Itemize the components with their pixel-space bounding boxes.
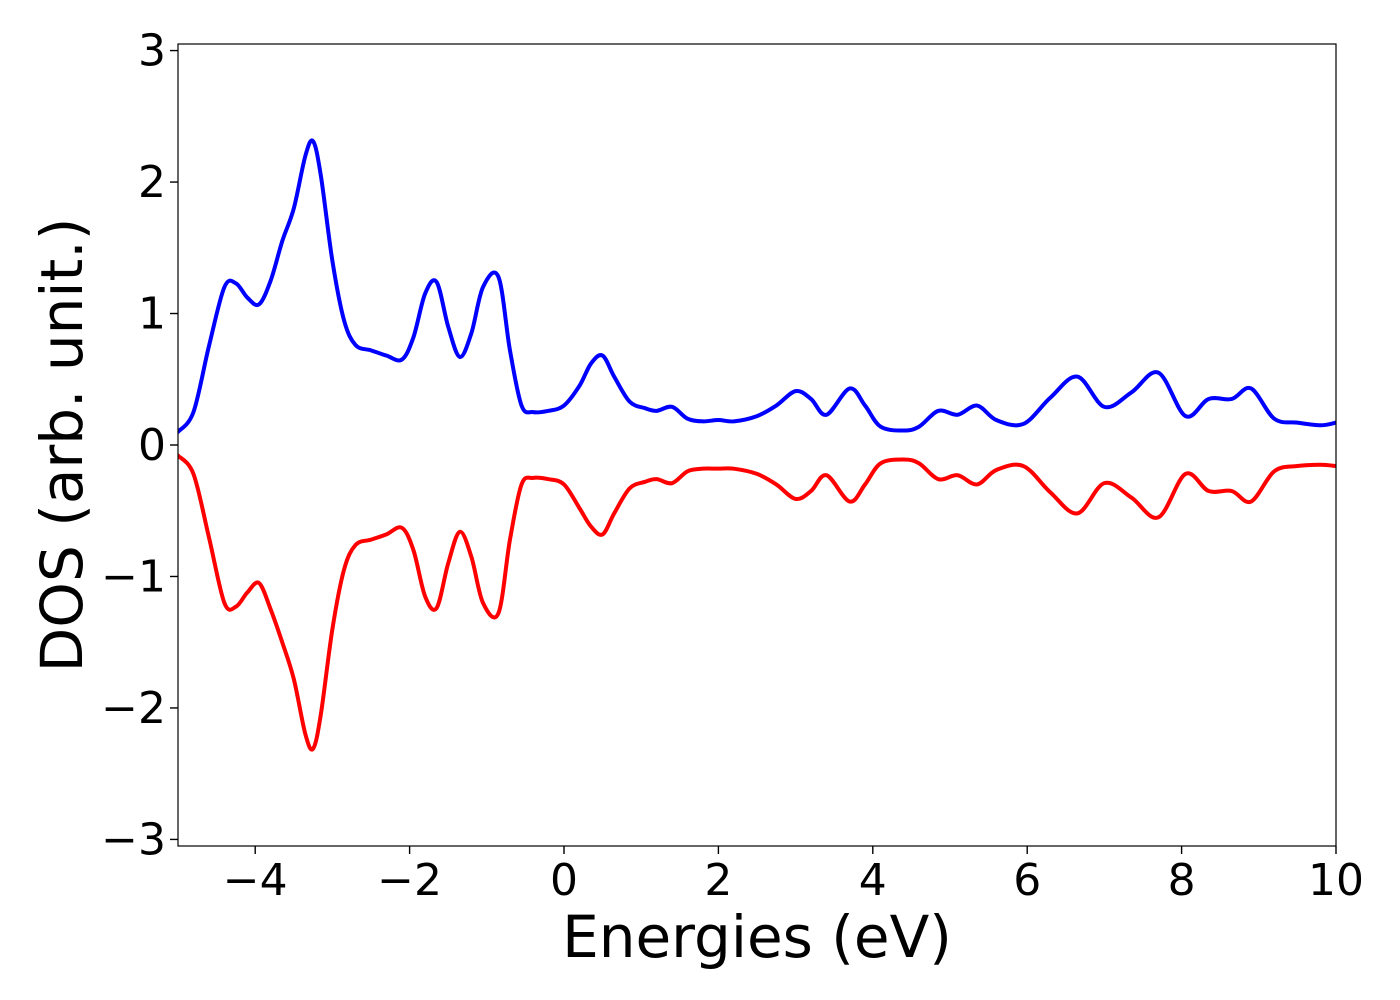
plot-area [178,138,1336,752]
y-axis: −3 −2 −1 0 1 2 3 [101,26,178,865]
x-tick-label: 8 [1168,855,1196,906]
y-tick-label: 1 [138,289,166,340]
y-tick-label: −1 [101,551,166,602]
y-axis-label: DOS (arb. unit.) [28,218,96,673]
x-tick-label: 4 [859,855,887,906]
x-tick-label: 10 [1308,855,1364,906]
x-tick-label: 6 [1013,855,1041,906]
y-tick-label: 2 [138,157,166,208]
x-tick-label: 0 [550,855,578,906]
y-tick-label: −2 [101,683,166,734]
x-tick-label: −4 [223,855,288,906]
series-line-2 [178,453,1336,752]
x-axis-label: Energies (eV) [562,903,952,971]
series-line-1 [178,138,1336,434]
y-tick-label: 0 [138,420,166,471]
plot-frame [177,43,1337,847]
x-tick-label: −2 [377,855,442,906]
y-tick-label: −3 [101,814,166,865]
x-axis: −4 −2 0 2 4 6 8 10 [223,846,1364,906]
y-tick-label: 3 [138,26,166,77]
x-tick-label: 2 [704,855,732,906]
